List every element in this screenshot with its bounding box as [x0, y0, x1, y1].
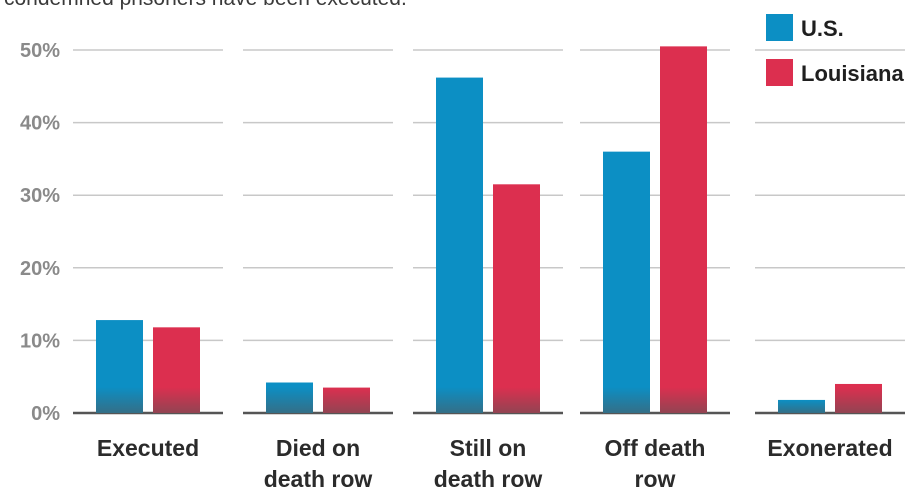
bar-shadow — [660, 387, 707, 413]
bar-shadow — [153, 387, 200, 413]
x-category-label: Off death row — [605, 435, 706, 492]
x-category-label: Executed — [97, 435, 199, 461]
legend: U.S. Louisiana — [766, 14, 904, 86]
x-axis-categories: Executed Died on death row Still on death ro… — [97, 435, 893, 492]
bar-shadow — [778, 399, 825, 413]
legend-label: U.S. — [801, 16, 844, 41]
x-category-label: Still on death row — [434, 435, 543, 492]
y-tick-label: 40% — [20, 113, 60, 135]
bar-louisiana — [493, 184, 540, 413]
legend-label: Louisiana — [801, 61, 904, 86]
legend-swatch — [766, 14, 793, 41]
bar-shadow — [835, 387, 882, 413]
y-tick-label: 50% — [20, 40, 60, 62]
y-tick-label: 30% — [20, 185, 60, 207]
bar-shadow — [266, 387, 313, 413]
bar-shadow — [323, 387, 370, 413]
y-tick-label: 10% — [20, 330, 60, 352]
bar-shadow — [493, 387, 540, 413]
y-tick-label: 0% — [31, 403, 60, 425]
y-axis-ticks: 0% 10% 20% 30% 40% 50% — [20, 40, 60, 425]
x-category-label: Died on death row — [264, 435, 373, 492]
bar-louisiana — [660, 46, 707, 414]
bars — [96, 46, 882, 414]
caption-text: condemned prisoners have been executed. — [4, 0, 407, 10]
bar-shadow — [436, 387, 483, 413]
bar-shadow — [603, 387, 650, 413]
bar-u-s- — [436, 77, 483, 413]
bar-u-s- — [603, 151, 650, 413]
y-tick-label: 20% — [20, 258, 60, 280]
legend-swatch — [766, 59, 793, 86]
bar-shadow — [96, 387, 143, 413]
x-category-label: Exonerated — [767, 435, 892, 461]
